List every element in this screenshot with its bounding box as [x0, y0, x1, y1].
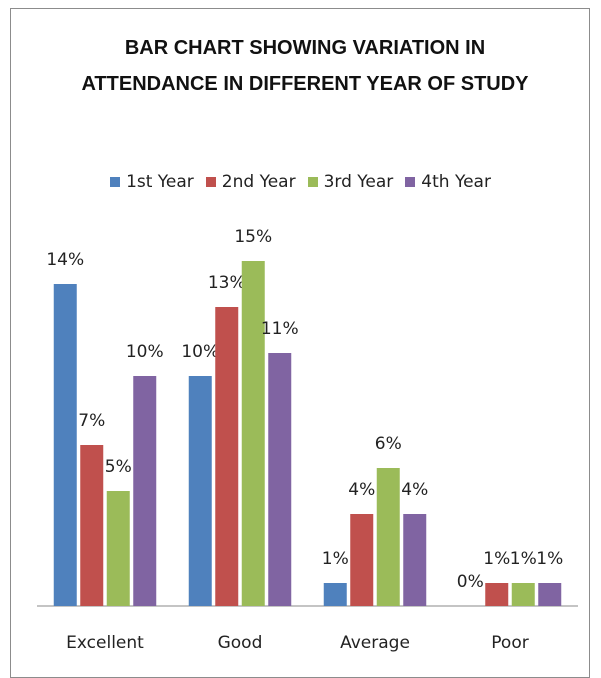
- bar: [268, 353, 292, 606]
- bar: [106, 491, 130, 606]
- bar: [323, 583, 347, 606]
- legend-label: 3rd Year: [323, 172, 394, 192]
- data-label: 4%: [401, 480, 428, 500]
- legend-swatch: [307, 177, 318, 187]
- chart-title: BAR CHART SHOWING VARIATION IN ATTENDANC…: [81, 37, 529, 95]
- bar: [538, 583, 562, 606]
- legend-item: 1st Year: [110, 172, 194, 192]
- bar: [53, 284, 77, 606]
- data-label: 13%: [208, 273, 246, 293]
- bar: [133, 376, 157, 606]
- data-label: 7%: [78, 411, 105, 431]
- data-label: 10%: [181, 342, 219, 362]
- data-label: 11%: [261, 319, 299, 339]
- legend-swatch: [405, 177, 416, 187]
- bar: [485, 583, 509, 606]
- legend: 1st Year 2nd Year 3rd Year 4th Year: [0, 172, 601, 192]
- bar: [188, 376, 212, 606]
- data-label: 0%: [457, 572, 484, 592]
- data-label: 1%: [536, 549, 563, 569]
- data-label: 1%: [510, 549, 537, 569]
- bar: [376, 468, 400, 606]
- legend-label: 2nd Year: [221, 172, 296, 192]
- bar: [511, 583, 535, 606]
- legend-item: 4th Year: [405, 172, 491, 192]
- legend-item: 2nd Year: [205, 172, 296, 192]
- x-tick-label: Good: [218, 633, 263, 653]
- bar: [403, 514, 427, 606]
- x-tick-label: Average: [340, 633, 410, 653]
- data-label: 1%: [322, 549, 349, 569]
- data-label: 6%: [375, 434, 402, 454]
- legend-item: 3rd Year: [307, 172, 394, 192]
- data-label: 1%: [483, 549, 510, 569]
- bar: [80, 445, 104, 606]
- bar: [350, 514, 374, 606]
- data-label: 15%: [234, 227, 272, 247]
- x-tick-label: Poor: [491, 633, 528, 653]
- legend-label: 4th Year: [421, 172, 491, 192]
- data-label: 10%: [126, 342, 164, 362]
- data-label: 5%: [105, 457, 132, 477]
- bar: [215, 307, 239, 606]
- bar: [241, 261, 265, 606]
- legend-swatch: [205, 177, 216, 187]
- x-tick-label: Excellent: [66, 633, 144, 653]
- data-label: 4%: [348, 480, 375, 500]
- legend-swatch: [110, 177, 121, 187]
- data-label: 14%: [46, 250, 84, 270]
- legend-label: 1st Year: [126, 172, 194, 192]
